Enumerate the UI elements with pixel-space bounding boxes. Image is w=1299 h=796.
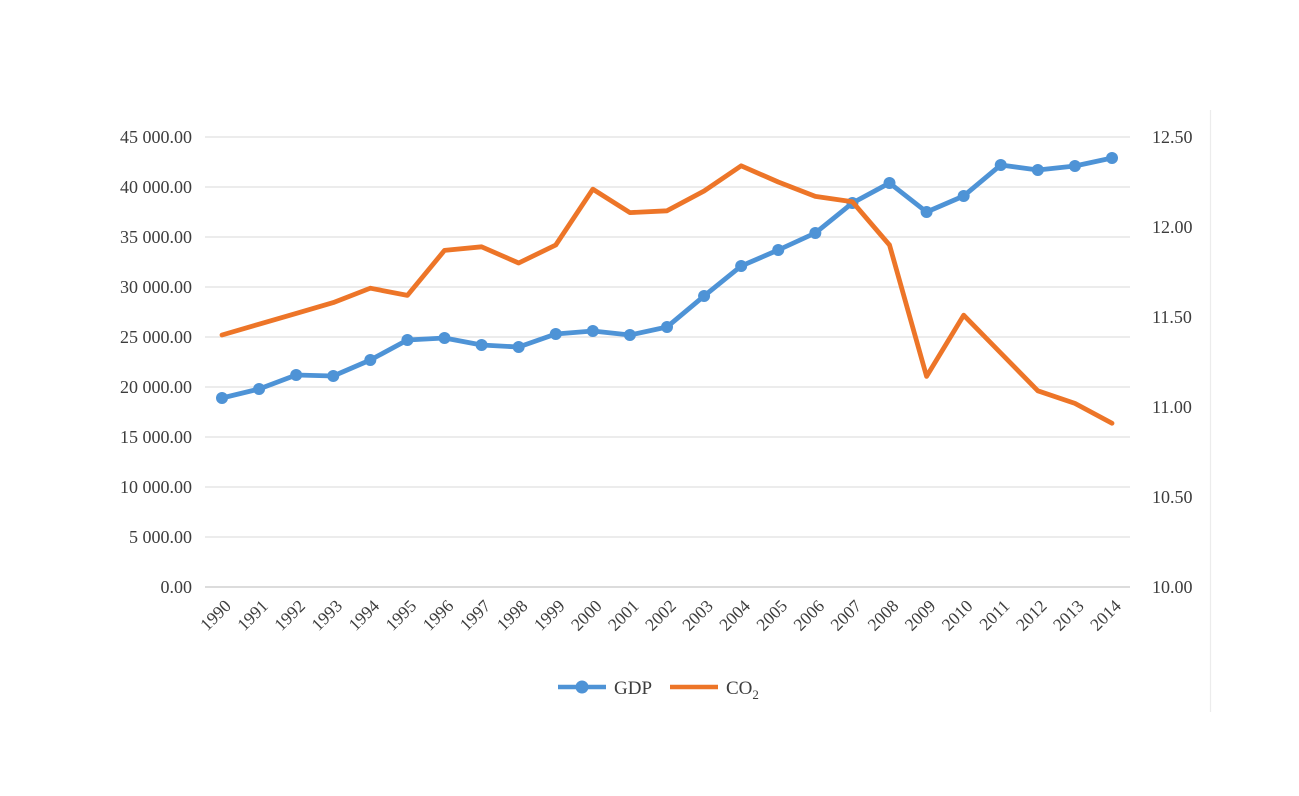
x-axis-year-label: 2008 — [863, 596, 902, 635]
left-axis-tick-label: 35 000.00 — [120, 227, 192, 247]
series-layer — [216, 152, 1118, 426]
x-axis-year-label: 1991 — [233, 596, 272, 635]
right-axis-tick-label: 10.00 — [1152, 577, 1193, 597]
gdp-data-point-marker — [549, 328, 562, 340]
gdp-data-point-marker — [512, 341, 525, 353]
gdp-data-point-marker — [1068, 160, 1081, 172]
x-axis-year-label: 2007 — [826, 596, 865, 635]
x-axis-year-label: 2002 — [641, 596, 680, 635]
right-axis-tick-label: 12.00 — [1152, 217, 1193, 237]
left-axis-tick-label: 15 000.00 — [120, 427, 192, 447]
left-axis-tick-label: 45 000.00 — [120, 127, 192, 147]
x-axis-year-label: 1993 — [307, 596, 346, 635]
x-axis-year-label: 2014 — [1086, 596, 1125, 635]
x-axis-year-label: 2006 — [789, 596, 828, 635]
legend-item-co2: CO2 — [670, 678, 759, 702]
co2-legend-label: CO2 — [726, 678, 759, 702]
gdp-data-point-marker — [475, 339, 488, 351]
x-axis-year-label: 2012 — [1012, 596, 1051, 635]
gdp-data-point-marker — [994, 159, 1007, 171]
gdp-data-point-marker — [364, 354, 377, 366]
gdp-data-point-marker — [327, 370, 340, 382]
left-axis-tick-label: 5 000.00 — [129, 527, 192, 547]
legend-item-gdp: GDP — [558, 678, 652, 699]
gdp-data-point-marker — [586, 325, 599, 337]
x-axis-year-label: 1999 — [530, 596, 569, 635]
x-axis-year-label: 2009 — [901, 596, 940, 635]
right-axis-tick-label: 11.00 — [1152, 397, 1192, 417]
x-axis-year-label: 1995 — [381, 596, 420, 635]
left-axis-tick-label: 0.00 — [161, 577, 193, 597]
gdp-data-point-marker — [216, 392, 228, 404]
gdp-data-point-marker — [1106, 152, 1118, 164]
gdp-data-point-marker — [957, 190, 970, 202]
gdp-data-point-marker — [401, 334, 414, 346]
gdp-line — [219, 155, 1115, 401]
x-axis-year-label: 2000 — [567, 596, 606, 635]
right-axis-tick-label: 11.50 — [1152, 307, 1192, 327]
gdp-legend-marker-icon — [575, 680, 589, 694]
left-axis-tick-label: 20 000.00 — [120, 377, 192, 397]
gdp-data-point-marker — [698, 290, 711, 302]
gdp-data-point-marker — [920, 206, 933, 218]
gdp-data-point-marker — [290, 369, 303, 381]
x-axis-year-label: 1998 — [493, 596, 532, 635]
left-axis-tick-label: 25 000.00 — [120, 327, 192, 347]
gdp-data-point-marker — [438, 332, 451, 344]
x-axis-year-label: 1996 — [418, 596, 457, 635]
x-axis-year-label: 1994 — [344, 596, 383, 635]
right-axis-tick-label: 12.50 — [1152, 127, 1193, 147]
x-axis-year-label: 1997 — [456, 596, 495, 635]
x-axis-year-label: 2005 — [752, 596, 791, 635]
gdp-data-point-marker — [661, 321, 673, 333]
gdp-data-point-marker — [883, 177, 896, 189]
gdp-data-point-marker — [1031, 164, 1044, 176]
x-axis-year-label: 1990 — [196, 596, 235, 635]
gdp-data-point-marker — [772, 244, 785, 256]
left-axis-tick-label: 10 000.00 — [120, 477, 192, 497]
x-axis-year-label: 2003 — [678, 596, 717, 635]
gdp-data-point-marker — [809, 227, 822, 239]
legend: GDP CO2 — [558, 678, 759, 702]
gdp-data-point-marker — [623, 329, 636, 341]
left-axis-tick-label: 40 000.00 — [120, 177, 192, 197]
x-axis-year-label: 2011 — [975, 596, 1013, 634]
x-axis-year-label: 2013 — [1049, 596, 1088, 635]
gdp-data-point-marker — [735, 260, 748, 272]
x-axis-year-label: 2004 — [715, 596, 754, 635]
gridlines-layer — [205, 110, 1212, 712]
co2-line — [219, 163, 1115, 426]
x-axis-year-label: 2010 — [938, 596, 977, 635]
gdp-legend-label: GDP — [614, 678, 652, 699]
gdp-data-point-marker — [253, 383, 266, 395]
right-axis-tick-label: 10.50 — [1152, 487, 1193, 507]
left-axis-tick-label: 30 000.00 — [120, 277, 192, 297]
x-axis-year-label: 2001 — [604, 596, 643, 635]
x-axis-year-label: 1992 — [270, 596, 309, 635]
